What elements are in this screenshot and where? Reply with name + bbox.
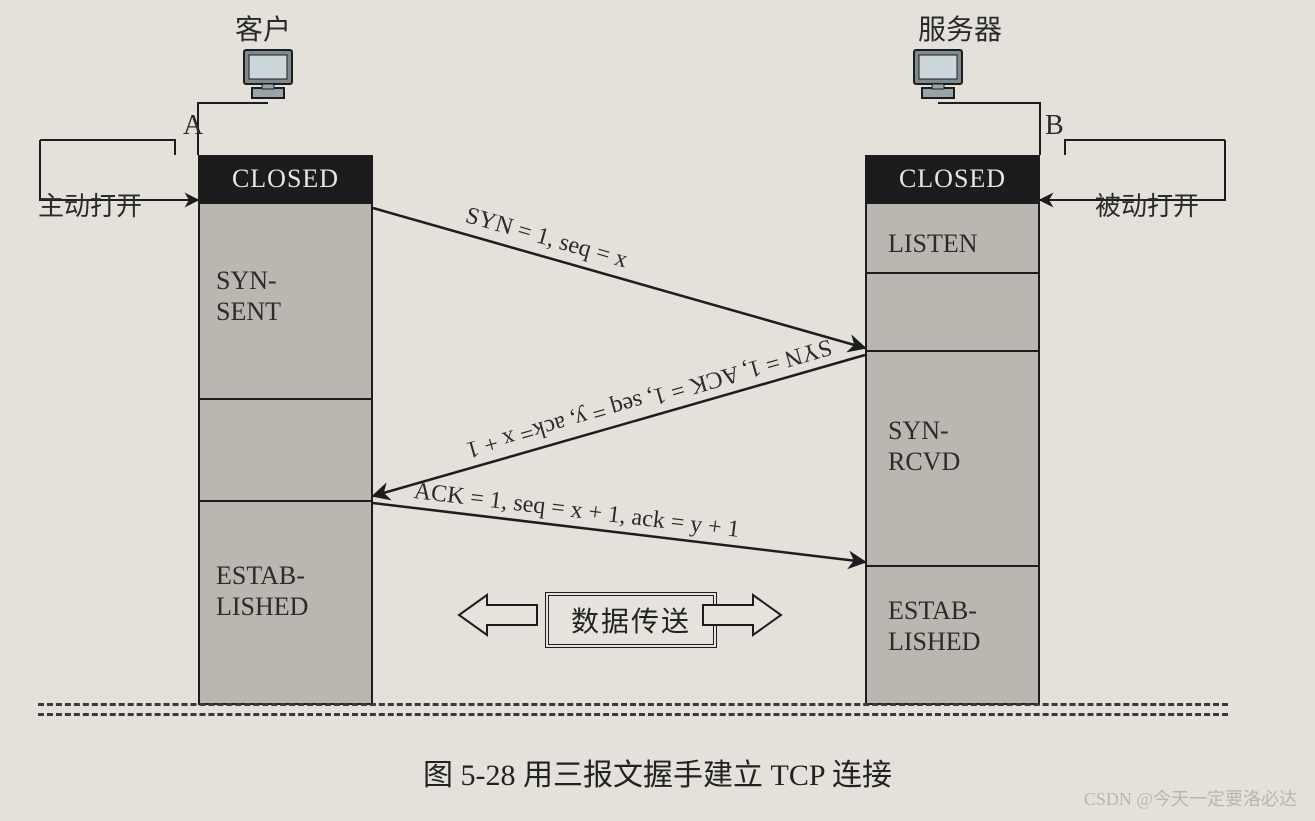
client-computer-icon <box>238 48 298 103</box>
data-transfer-label: 数据传送 <box>545 592 717 648</box>
dash-1 <box>38 703 1228 706</box>
client-role-label: 客户 <box>218 8 308 48</box>
server-listen: LISTEN <box>888 228 978 259</box>
server-established: ESTAB- LISHED <box>888 595 980 657</box>
server-role-label: 服务器 <box>900 8 1020 48</box>
client-endpoint-label: A <box>183 110 203 142</box>
server-div-2 <box>867 350 1038 352</box>
dash-2 <box>38 713 1228 716</box>
client-closed-state: CLOSED <box>198 155 373 203</box>
client-active-open: 主动打开 <box>38 186 142 223</box>
server-closed-state: CLOSED <box>865 155 1040 203</box>
client-syn-sent: SYN- SENT <box>216 265 281 327</box>
client-div-2 <box>200 500 371 502</box>
msg-syn: SYN = 1, seq = x <box>463 202 631 274</box>
server-syn-rcvd: SYN- RCVD <box>888 415 960 477</box>
server-endpoint-label: B <box>1045 110 1064 142</box>
server-div-3 <box>867 565 1038 567</box>
msg-syn-ack: SYN = 1, ACK = 1, seq = y, ack= x + 1 <box>463 333 835 463</box>
server-passive-open: 被动打开 <box>1095 186 1199 223</box>
client-established: ESTAB- LISHED <box>216 560 308 622</box>
msg-ack: ACK = 1, seq = x + 1, ack = y + 1 <box>413 478 742 544</box>
server-computer-icon <box>908 48 968 103</box>
client-div-1 <box>200 398 371 400</box>
diagram-root: 客户 服务器 A B CLOSED CLOSED SYN- SENT ESTAB… <box>0 0 1315 821</box>
server-div-1 <box>867 272 1038 274</box>
watermark: CSDN @今天一定要洛必达 <box>1084 785 1297 811</box>
